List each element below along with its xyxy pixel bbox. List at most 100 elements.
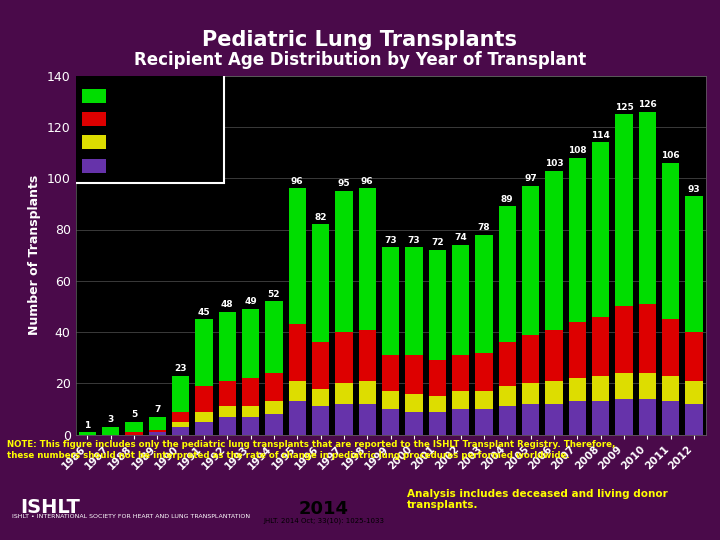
Text: 1: 1 [84,421,91,430]
Bar [242,407,259,417]
Bar [405,355,423,394]
Bar [639,111,656,304]
Bar [195,422,212,435]
Bar [359,329,376,381]
Bar [265,373,283,401]
Bar [428,360,446,396]
Bar [615,399,633,435]
Bar [78,432,96,435]
Text: 96: 96 [291,177,304,186]
Text: 126: 126 [638,100,657,109]
Text: 7: 7 [154,405,161,414]
Bar [522,383,539,404]
Bar [569,158,586,322]
Bar [639,304,656,373]
Bar [359,404,376,435]
Bar [312,389,329,407]
Bar [265,414,283,435]
Bar [148,417,166,430]
Bar [172,411,189,422]
Text: 73: 73 [408,236,420,245]
Bar [662,376,680,401]
Bar [312,407,329,435]
Text: Recipient Age Distribution by Year of Transplant: Recipient Age Distribution by Year of Tr… [134,51,586,69]
Bar [475,353,492,391]
Bar [218,407,236,417]
Bar [639,373,656,399]
Bar [195,411,212,422]
Bar [498,342,516,386]
Bar [452,355,469,391]
Text: 108: 108 [568,146,587,155]
Bar [242,378,259,407]
Bar [592,142,609,316]
Text: 106: 106 [661,151,680,160]
Bar [102,427,120,435]
Bar [569,322,586,378]
Bar [685,404,703,435]
Bar [475,409,492,435]
Text: 45: 45 [197,308,210,316]
Bar [312,342,329,389]
Text: 97: 97 [524,174,537,183]
Text: 23: 23 [174,364,187,373]
Text: 3: 3 [107,415,114,424]
Bar [242,309,259,378]
Bar [359,188,376,329]
Bar [685,381,703,404]
Bar [498,407,516,435]
Bar [662,401,680,435]
Bar [195,386,212,411]
Text: 82: 82 [315,213,327,222]
Bar [218,381,236,407]
Bar [359,381,376,404]
Text: 114: 114 [591,131,610,140]
Bar [265,301,283,373]
Bar [452,391,469,409]
Text: 73: 73 [384,236,397,245]
Bar [82,89,106,103]
Bar [662,319,680,376]
Text: 72: 72 [431,239,444,247]
Text: 125: 125 [615,103,634,111]
Bar [218,312,236,381]
Bar [592,376,609,401]
Bar [125,422,143,432]
Bar [452,245,469,355]
Bar [195,319,212,386]
Bar [242,417,259,435]
Bar [289,401,306,435]
Text: 5: 5 [131,410,137,419]
Text: 2014: 2014 [299,500,349,518]
Bar [405,411,423,435]
Text: Pediatric Lung Transplants: Pediatric Lung Transplants [202,30,518,50]
Bar [382,247,400,355]
Bar [336,383,353,404]
Bar [172,427,189,435]
Text: 49: 49 [244,298,257,306]
Text: NOTE: This figure includes only the pediatric lung transplants that are reported: NOTE: This figure includes only the pedi… [7,440,616,460]
Bar [289,325,306,381]
Bar [498,206,516,342]
Bar [289,188,306,325]
Text: ISHLT: ISHLT [20,498,80,517]
Text: Analysis includes deceased and living donor
transplants.: Analysis includes deceased and living do… [407,489,667,510]
Bar [662,163,680,319]
Bar [336,191,353,332]
Text: 52: 52 [268,290,280,299]
Bar [428,411,446,435]
Bar [172,376,189,411]
Bar [569,378,586,401]
Text: JHLT. 2014 Oct; 33(10): 1025-1033: JHLT. 2014 Oct; 33(10): 1025-1033 [264,518,384,524]
Bar [428,396,446,411]
Bar [265,401,283,414]
Bar [545,329,563,381]
Bar [382,409,400,435]
Bar [382,355,400,391]
Bar [82,112,106,126]
Text: 48: 48 [221,300,233,309]
Bar [615,114,633,306]
Bar [148,432,166,435]
Bar [336,332,353,383]
Bar [125,432,143,435]
